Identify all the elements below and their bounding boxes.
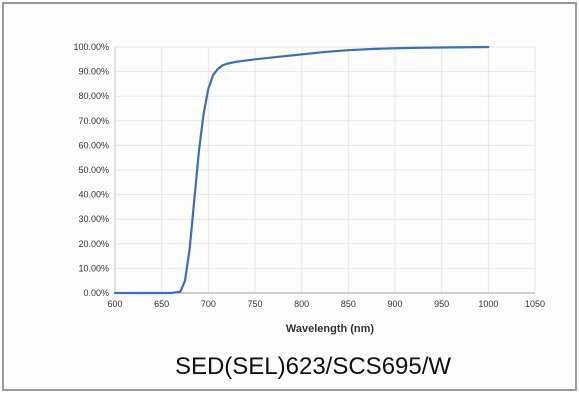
x-tick-label: 850 (341, 299, 356, 309)
chart-caption: SED(SEL)623/SCS695/W (175, 353, 451, 380)
x-tick-label: 600 (107, 299, 122, 309)
y-tick-labels: 0.00% 10.00% 20.00% 30.00% 40.00% 50.00% 60.00… (73, 42, 109, 298)
y-tick-label: 10.00% (78, 263, 109, 273)
x-axis-title: Wavelength (nm) (286, 323, 375, 335)
x-tick-label: 700 (201, 299, 216, 309)
y-tick-label: 90.00% (78, 67, 109, 77)
x-tick-label: 1050 (525, 299, 545, 309)
y-tick-label: 100.00% (73, 42, 109, 52)
x-tick-label: 800 (294, 299, 309, 309)
x-tick-label: 950 (434, 299, 449, 309)
y-tick-label: 70.00% (78, 116, 109, 126)
gridlines (115, 46, 536, 293)
y-tick-label: 50.00% (78, 165, 109, 175)
y-tick-label: 80.00% (78, 91, 109, 101)
x-tick-label: 750 (247, 299, 262, 309)
transmission-series-line (113, 45, 490, 295)
x-tick-label: 1000 (478, 299, 498, 309)
y-tick-label: 20.00% (78, 239, 109, 249)
series-layer (113, 45, 490, 295)
axes (114, 47, 535, 294)
x-tick-labels: 600 650 700 750 800 850 900 950 1000 1050 (107, 299, 545, 309)
y-tick-label: 60.00% (78, 140, 109, 150)
y-tick-label: 40.00% (78, 190, 109, 200)
x-tick-label: 900 (387, 299, 402, 309)
y-tick-label: 0.00% (83, 288, 109, 298)
x-tick-label: 650 (154, 299, 169, 309)
y-tick-label: 30.00% (78, 214, 109, 224)
